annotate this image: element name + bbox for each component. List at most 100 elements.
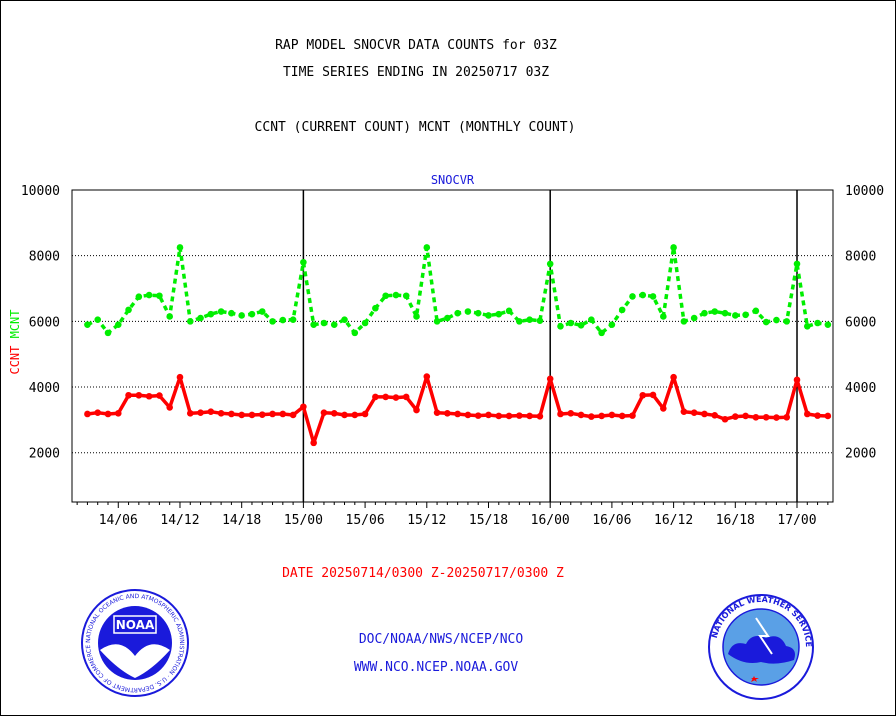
data-point-mcnt (382, 292, 389, 300)
data-point-ccnt (382, 393, 389, 401)
data-point-mcnt (742, 311, 749, 319)
data-point-ccnt (361, 410, 369, 418)
data-point-mcnt (94, 316, 102, 324)
data-point-ccnt (690, 409, 698, 416)
website-link[interactable]: WWW.NCO.NCEP.NOAA.GOV (353, 660, 519, 675)
x-tick-label-16-06: 16/06 (592, 513, 631, 528)
y-tick-left-2000: 2000 (29, 447, 60, 462)
data-point-ccnt (279, 410, 287, 418)
data-point-ccnt (145, 392, 153, 400)
data-point-ccnt (711, 411, 719, 419)
data-point-ccnt (721, 415, 729, 423)
data-point-ccnt (104, 410, 112, 418)
x-tick-label-15-00: 15/00 (284, 513, 323, 528)
y-tick-left-4000: 4000 (29, 381, 60, 396)
data-point-mcnt (372, 304, 379, 312)
data-point-ccnt (701, 410, 708, 418)
data-point-ccnt (207, 408, 215, 415)
data-point-mcnt (320, 319, 328, 327)
data-point-mcnt (135, 293, 143, 301)
data-point-mcnt (341, 316, 348, 324)
data-point-ccnt (84, 410, 91, 418)
data-point-mcnt (803, 322, 811, 330)
data-point-mcnt (217, 308, 225, 315)
data-point-ccnt (536, 412, 544, 420)
data-point-mcnt (721, 309, 729, 317)
data-point-ccnt (310, 439, 317, 447)
data-point-mcnt (732, 312, 739, 319)
chart-subtitle: CCNT (CURRENT COUNT) MCNT (MONTHLY COUNT… (254, 120, 576, 135)
x-tick-label-16-18: 16/18 (716, 513, 755, 528)
x-tick-label-15-12: 15/12 (407, 513, 446, 528)
data-point-mcnt (361, 319, 369, 327)
data-point-mcnt (762, 318, 770, 326)
data-point-ccnt (526, 412, 533, 420)
data-point-mcnt (526, 316, 533, 324)
data-point-mcnt (84, 321, 91, 328)
data-point-ccnt (433, 409, 441, 416)
noaa-logo-text: NOAA (116, 618, 155, 632)
data-point-ccnt (114, 410, 122, 417)
data-point-mcnt (536, 317, 544, 325)
data-point-mcnt (279, 316, 287, 324)
data-point-ccnt (238, 411, 245, 419)
data-point-ccnt (814, 412, 821, 419)
data-point-ccnt (300, 403, 307, 411)
data-point-ccnt (793, 376, 801, 384)
data-point-ccnt (135, 391, 143, 399)
data-point-mcnt (598, 329, 605, 337)
data-point-ccnt (567, 410, 575, 417)
plot-frame (71, 189, 834, 503)
data-point-ccnt (423, 373, 431, 380)
date-range-label: DATE 20250714/0300 Z-20250717/0300 Z (282, 566, 564, 581)
data-point-mcnt (608, 321, 616, 328)
doc-link[interactable]: DOC/NOAA/NWS/NCEP/NCO (358, 632, 524, 647)
data-point-ccnt (618, 412, 626, 420)
data-point-ccnt (474, 412, 482, 419)
data-point-mcnt (207, 310, 215, 318)
data-point-ccnt (413, 406, 420, 414)
data-point-mcnt (485, 312, 492, 319)
x-tick-label-16-00: 16/00 (531, 513, 570, 528)
data-point-mcnt (145, 291, 153, 299)
chart-title-line-1: RAP MODEL SNOCVR DATA COUNTS for 03Z (275, 38, 557, 53)
x-tick-label-16-12: 16/12 (654, 513, 693, 528)
data-point-mcnt (814, 319, 821, 327)
data-point-mcnt (248, 310, 256, 318)
data-point-mcnt (464, 308, 472, 315)
data-point-ccnt (341, 411, 348, 419)
data-point-ccnt (125, 391, 132, 399)
data-point-mcnt (310, 321, 317, 328)
data-point-mcnt (618, 306, 626, 314)
data-point-ccnt (639, 391, 647, 399)
panel-title: SNOCVR (431, 173, 475, 187)
data-point-mcnt (423, 244, 431, 251)
data-point-ccnt (289, 411, 297, 419)
nws-logo-icon: NATIONAL WEATHER SERVICE (708, 594, 814, 700)
data-point-ccnt (516, 412, 523, 419)
data-point-ccnt (217, 410, 225, 417)
data-point-ccnt (546, 375, 554, 383)
data-point-mcnt (289, 316, 297, 324)
data-point-ccnt (402, 393, 410, 401)
data-point-ccnt (495, 412, 503, 420)
data-point-mcnt (444, 314, 451, 322)
data-point-mcnt (402, 292, 410, 300)
data-point-mcnt (546, 260, 554, 268)
data-point-ccnt (608, 411, 616, 419)
data-point-ccnt (752, 413, 760, 421)
data-point-ccnt (197, 409, 204, 416)
data-point-ccnt (670, 373, 677, 381)
data-point-ccnt (248, 411, 256, 419)
data-point-mcnt (114, 321, 122, 328)
data-point-ccnt (557, 410, 564, 418)
data-point-ccnt (824, 412, 832, 420)
noaa-logo-icon: NOAA NATIONAL OCEANIC AND ATMOSPHERIC AD… (81, 589, 189, 697)
data-point-mcnt (269, 318, 276, 325)
data-point-mcnt (752, 307, 760, 315)
data-point-ccnt (598, 412, 605, 420)
data-point-mcnt (701, 309, 708, 317)
data-point-mcnt (660, 313, 667, 320)
series-line-ccnt (87, 374, 828, 445)
data-point-mcnt (238, 312, 245, 319)
